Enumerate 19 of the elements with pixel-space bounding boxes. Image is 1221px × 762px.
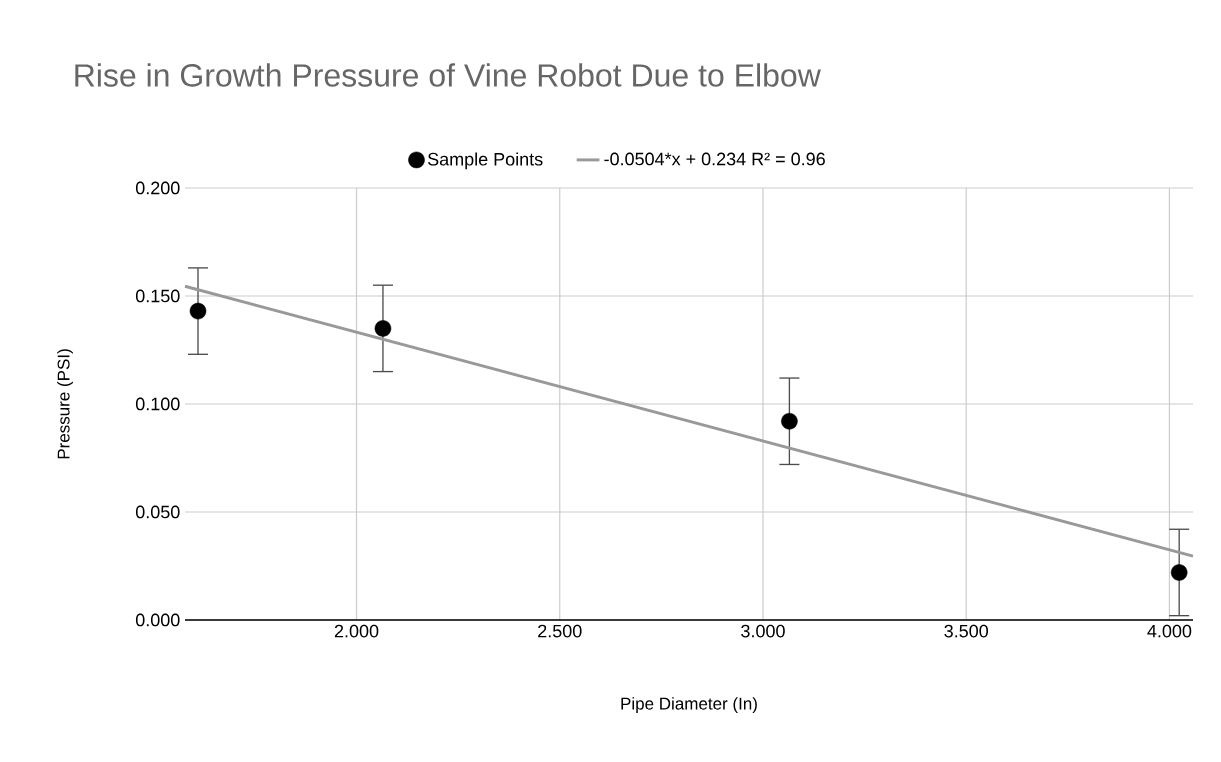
y-tick-label: 0.050 xyxy=(135,505,180,519)
y-tick-label: 0.150 xyxy=(135,289,180,303)
legend-label: -0.0504*x + 0.234 R² = 0.96 xyxy=(604,152,825,166)
y-tick-label: 0.000 xyxy=(135,613,180,627)
chart-title: Rise in Growth Pressure of Vine Robot Due to Elbow xyxy=(75,63,821,87)
x-axis-title: Pipe Diameter (In) xyxy=(621,697,757,714)
point xyxy=(781,412,798,430)
x-tick-label: 4.000 xyxy=(1147,624,1192,638)
x-tick-label: 3.500 xyxy=(944,624,989,638)
y-axis-title: Pressure (PSI) xyxy=(57,349,73,459)
point xyxy=(189,302,207,320)
point xyxy=(1170,564,1188,581)
y-tick-label: 0.100 xyxy=(135,397,180,411)
legend-label: Sample Points xyxy=(427,152,543,170)
y-tick-label: 0.200 xyxy=(135,181,180,195)
x-tick-label: 3.000 xyxy=(741,624,785,638)
x-tick-label: 2.500 xyxy=(538,624,582,638)
x-tick-label: 2.000 xyxy=(334,624,379,638)
point xyxy=(374,320,392,337)
